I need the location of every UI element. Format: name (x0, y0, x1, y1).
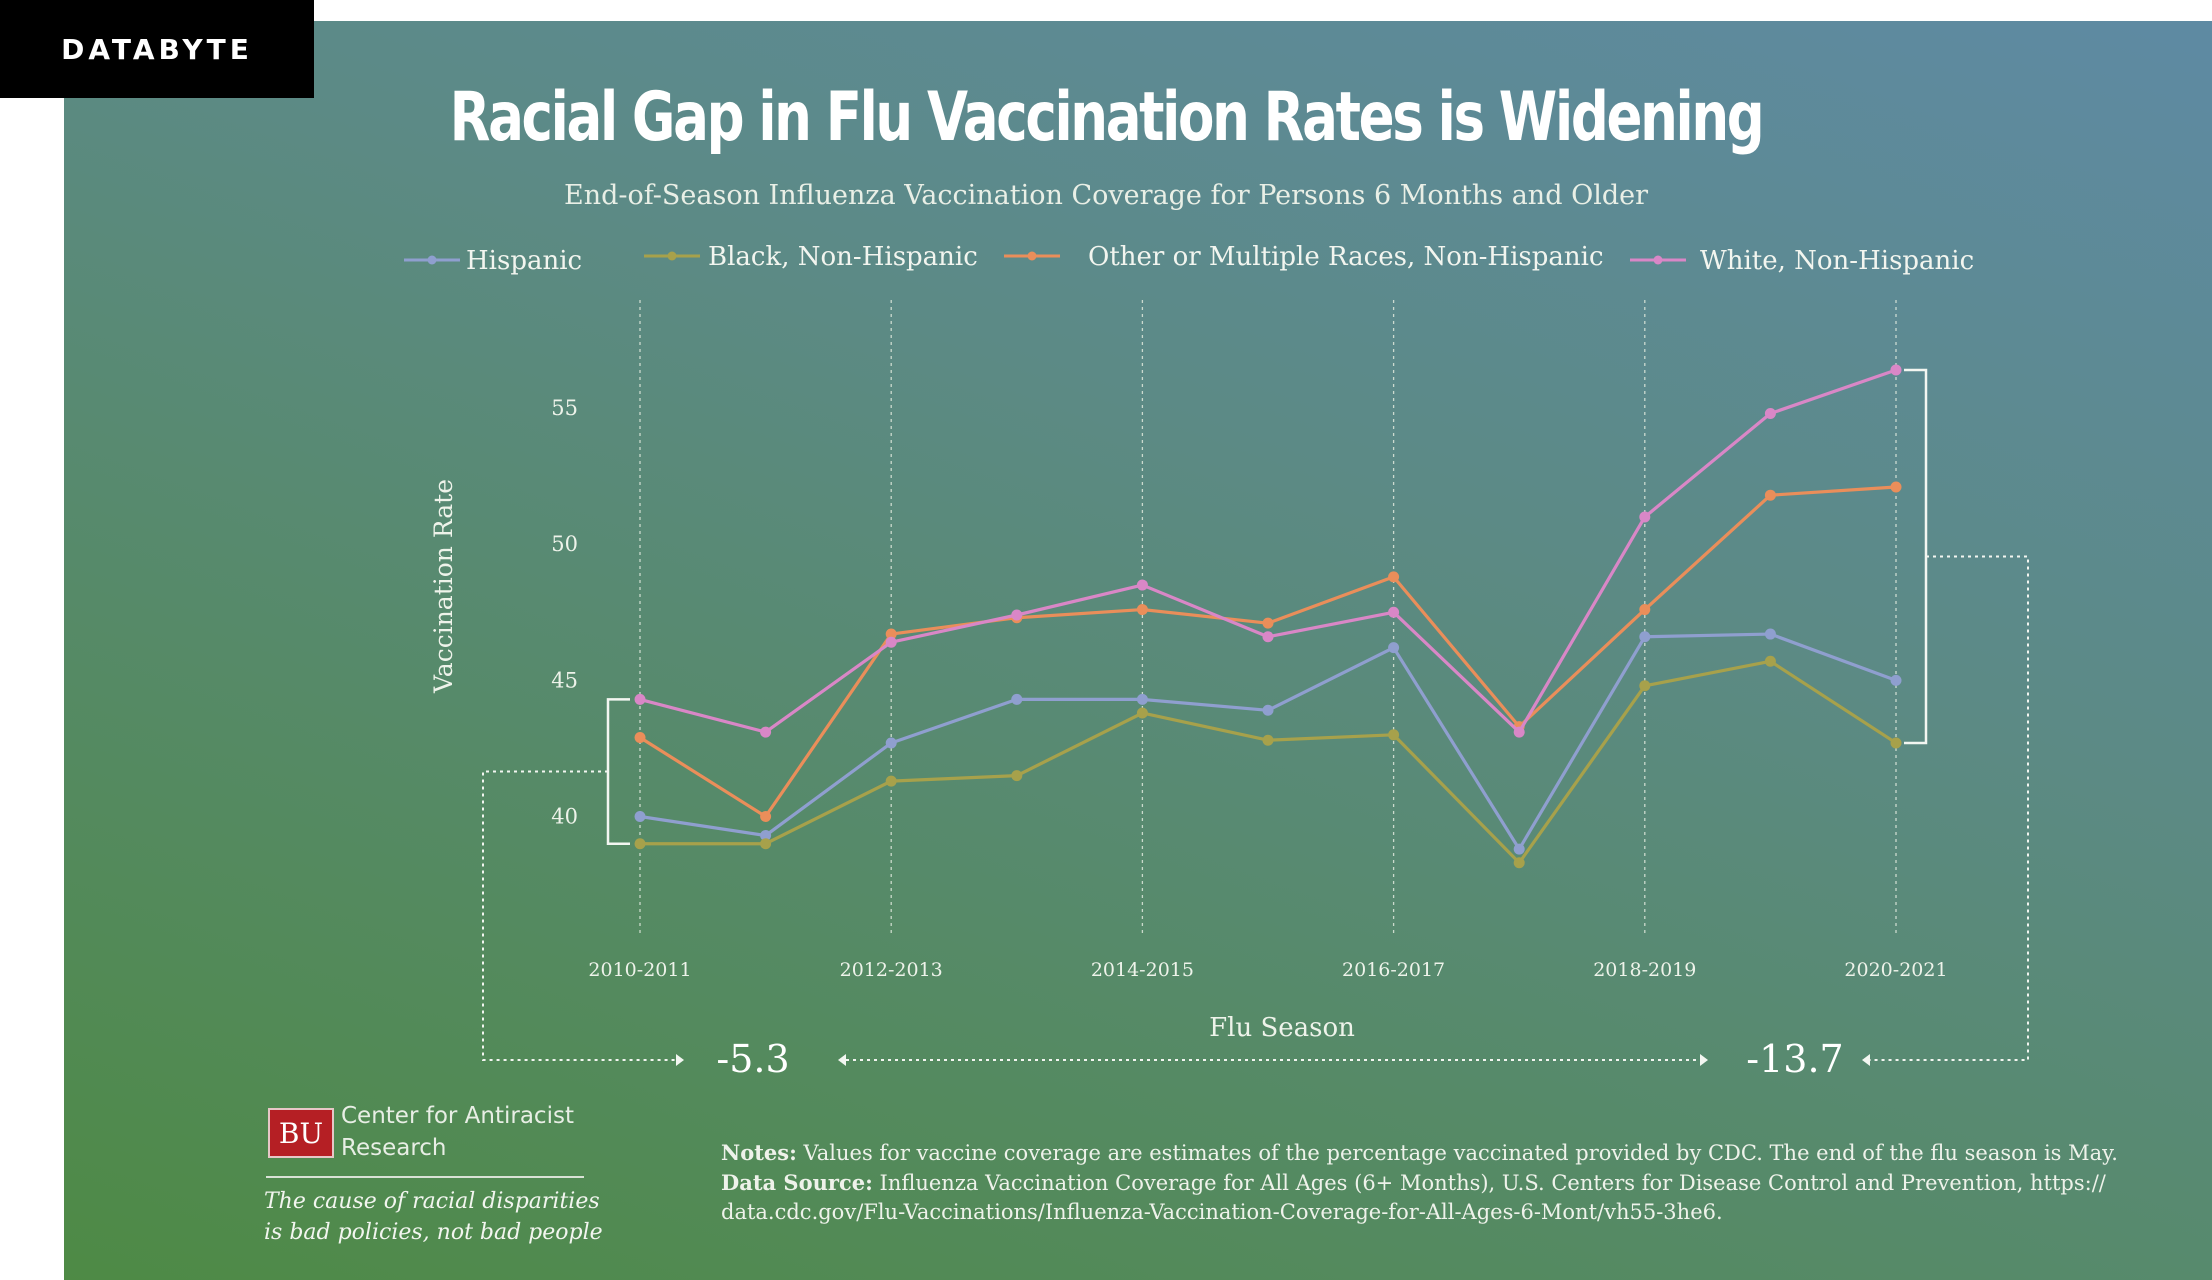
right-arrowhead (1862, 1054, 1870, 1066)
right-gap-bracket (1904, 368, 1928, 745)
center-arrowhead-right (1700, 1054, 1708, 1066)
notes-text: Values for vaccine coverage are estimate… (803, 1141, 2118, 1165)
data-point (1890, 364, 1902, 376)
data-point (885, 775, 897, 787)
center-arrowhead-left (838, 1054, 846, 1066)
org-tagline: The cause of racial disparities is bad p… (264, 1186, 604, 1248)
data-point (1388, 571, 1400, 583)
data-point (760, 830, 772, 842)
left-gap-bracket (606, 698, 630, 845)
data-point (1764, 489, 1776, 501)
source-url: data.cdc.gov/Flu-Vaccinations/Influenza-… (721, 1200, 1723, 1224)
tagline-line-1: The cause of racial disparities (264, 1189, 600, 1214)
data-point (760, 810, 772, 822)
data-point (1639, 680, 1651, 692)
data-point (1639, 604, 1651, 616)
notes-label: Notes: (721, 1140, 797, 1165)
bu-logo-mark: BU (268, 1108, 334, 1158)
databyte-badge: DATABYTE (0, 0, 314, 98)
data-point (1011, 609, 1023, 621)
legend-label: Black, Non-Hispanic (708, 242, 978, 272)
data-point (1388, 642, 1400, 654)
x-tick-label: 2014-2015 (1091, 959, 1194, 981)
x-tick-label: 2018-2019 (1593, 959, 1696, 981)
data-point (1011, 693, 1023, 705)
y-tick-label: 55 (551, 396, 578, 420)
data-point (1262, 704, 1274, 716)
source-line: Data Source: Influenza Vaccination Cover… (721, 1168, 2121, 1198)
data-point (1513, 726, 1525, 738)
legend-swatch-dot (1653, 255, 1663, 265)
y-axis-title: Vaccination Rate (429, 479, 458, 694)
notes-line: Notes: Values for vaccine coverage are e… (721, 1138, 2121, 1168)
data-point (1890, 481, 1902, 493)
gap-start-label: -5.3 (716, 1037, 789, 1081)
x-tick-label: 2020-2021 (1844, 959, 1947, 981)
right-gap-connector (1870, 555, 2029, 1061)
data-point (1388, 606, 1400, 618)
chart-title: Racial Gap in Flu Vaccination Rates is W… (449, 78, 1765, 157)
x-tick-label: 2010-2011 (588, 959, 691, 981)
notes-block: Notes: Values for vaccine coverage are e… (721, 1138, 2121, 1227)
source-text: Influenza Vaccination Coverage for All A… (879, 1171, 2106, 1195)
data-point (885, 737, 897, 749)
x-tick-label: 2016-2017 (1342, 959, 1445, 981)
legend-label: White, Non-Hispanic (1700, 246, 1974, 276)
legend-swatch-dot (427, 255, 437, 265)
x-axis-title: Flu Season (1209, 1013, 1355, 1043)
org-name: Center for Antiracist Research (341, 1103, 574, 1161)
legend-label: Hispanic (466, 246, 582, 276)
data-point (1764, 628, 1776, 640)
data-point (634, 732, 646, 744)
data-point (885, 628, 897, 640)
x-tick-label: 2012-2013 (840, 959, 943, 981)
data-point (1011, 770, 1023, 782)
legend-swatch-dot (1027, 251, 1037, 261)
data-point (1639, 631, 1651, 643)
data-point (760, 838, 772, 850)
legend-swatch-dot (667, 251, 677, 261)
data-point (1764, 655, 1776, 667)
data-point (634, 810, 646, 822)
series-line (640, 659, 1897, 865)
logo-divider (266, 1176, 584, 1178)
chart-subtitle: End-of-Season Influenza Vaccination Cove… (563, 180, 1649, 211)
y-tick-label: 45 (551, 668, 578, 692)
data-point (1639, 511, 1651, 523)
source-label: Data Source: (721, 1170, 873, 1195)
series-line (639, 485, 1897, 819)
data-point (760, 726, 772, 738)
data-point (634, 693, 646, 705)
gap-end-label: -13.7 (1746, 1037, 1843, 1081)
data-point (1136, 604, 1148, 616)
data-point (1136, 693, 1148, 705)
data-point (1890, 674, 1902, 686)
data-point (1890, 737, 1902, 749)
data-point (1136, 579, 1148, 591)
data-point (634, 838, 646, 850)
data-point (1136, 707, 1148, 719)
left-arrowhead (676, 1054, 684, 1066)
data-point (1513, 843, 1525, 855)
data-point (1388, 729, 1400, 741)
y-tick-label: 50 (551, 532, 578, 556)
data-point (1764, 408, 1776, 420)
data-point (1513, 857, 1525, 869)
data-point (1262, 734, 1274, 746)
data-point (885, 636, 897, 648)
data-point (1262, 631, 1274, 643)
legend-label: Other or Multiple Races, Non-Hispanic (1088, 242, 1604, 272)
tagline-line-2: is bad policies, not bad people (264, 1220, 603, 1245)
left-gap-connector (482, 770, 676, 1061)
chart-card (64, 21, 2212, 1280)
y-tick-label: 40 (551, 804, 578, 828)
data-point (1262, 617, 1274, 629)
